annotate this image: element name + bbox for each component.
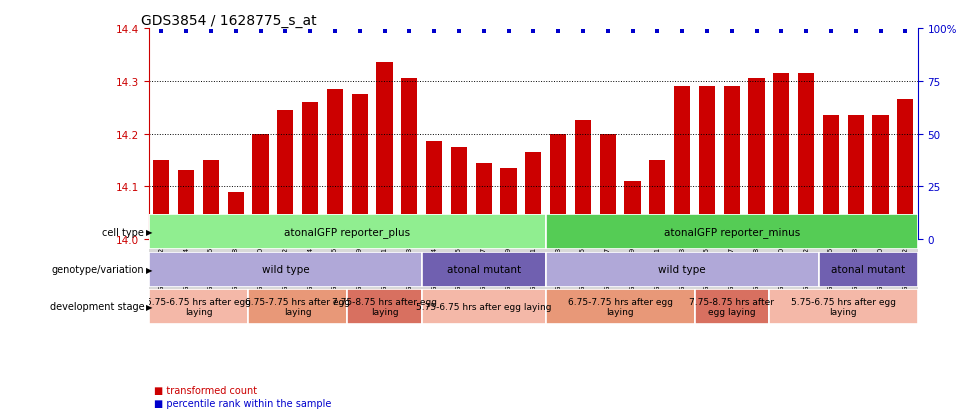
Point bbox=[402, 28, 417, 35]
Point bbox=[873, 28, 888, 35]
Bar bbox=[422, 289, 546, 324]
Point bbox=[501, 28, 516, 35]
Point bbox=[328, 28, 343, 35]
Bar bbox=[426, 142, 442, 240]
Text: ■ transformed count: ■ transformed count bbox=[154, 385, 257, 395]
Bar bbox=[848, 116, 864, 240]
Bar bbox=[898, 100, 913, 240]
Text: 5.75-6.75 hrs after egg
laying: 5.75-6.75 hrs after egg laying bbox=[791, 297, 896, 316]
Bar bbox=[546, 289, 695, 324]
Text: atonal mutant: atonal mutant bbox=[447, 264, 521, 275]
Bar bbox=[575, 121, 591, 240]
Bar bbox=[550, 134, 566, 240]
Point bbox=[625, 28, 640, 35]
Text: atonalGFP reporter_minus: atonalGFP reporter_minus bbox=[664, 227, 800, 238]
Text: wild type: wild type bbox=[658, 264, 706, 275]
Point bbox=[179, 28, 194, 35]
Bar bbox=[625, 182, 641, 240]
Point bbox=[749, 28, 764, 35]
Text: ▶: ▶ bbox=[146, 228, 153, 237]
Point bbox=[675, 28, 690, 35]
Point bbox=[774, 28, 789, 35]
Point bbox=[476, 28, 491, 35]
Text: 7.75-8.75 hrs after egg
laying: 7.75-8.75 hrs after egg laying bbox=[333, 297, 437, 316]
Bar bbox=[699, 87, 715, 240]
Bar bbox=[749, 79, 765, 240]
Point bbox=[526, 28, 541, 35]
Bar bbox=[347, 289, 422, 324]
Text: GDS3854 / 1628775_s_at: GDS3854 / 1628775_s_at bbox=[141, 14, 317, 28]
Bar bbox=[769, 289, 918, 324]
Text: 7.75-8.75 hrs after
egg laying: 7.75-8.75 hrs after egg laying bbox=[689, 297, 775, 316]
Point bbox=[228, 28, 243, 35]
Bar bbox=[327, 90, 343, 240]
Bar bbox=[377, 63, 393, 240]
Text: 6.75-7.75 hrs after egg
laying: 6.75-7.75 hrs after egg laying bbox=[568, 297, 673, 316]
Bar bbox=[600, 134, 616, 240]
Bar bbox=[149, 289, 248, 324]
Text: cell type: cell type bbox=[102, 227, 144, 237]
Bar bbox=[823, 116, 839, 240]
Text: 5.75-6.75 hrs after egg laying: 5.75-6.75 hrs after egg laying bbox=[416, 302, 552, 311]
Text: 6.75-7.75 hrs after egg
laying: 6.75-7.75 hrs after egg laying bbox=[245, 297, 350, 316]
Point bbox=[452, 28, 467, 35]
Bar bbox=[253, 134, 269, 240]
Bar bbox=[526, 153, 541, 240]
Point bbox=[824, 28, 839, 35]
Point bbox=[427, 28, 442, 35]
Text: development stage: development stage bbox=[50, 301, 144, 312]
Point bbox=[576, 28, 591, 35]
Text: atonal mutant: atonal mutant bbox=[831, 264, 905, 275]
Bar bbox=[695, 289, 769, 324]
Bar bbox=[774, 74, 789, 240]
Text: ▶: ▶ bbox=[146, 302, 153, 311]
Bar bbox=[203, 161, 219, 240]
Bar bbox=[546, 252, 819, 287]
Bar bbox=[228, 192, 244, 240]
Text: genotype/variation: genotype/variation bbox=[52, 264, 144, 275]
Bar bbox=[178, 171, 194, 240]
Bar bbox=[798, 74, 814, 240]
Point bbox=[898, 28, 913, 35]
Bar bbox=[149, 215, 546, 250]
Point bbox=[204, 28, 219, 35]
Bar bbox=[546, 215, 918, 250]
Text: ■ percentile rank within the sample: ■ percentile rank within the sample bbox=[154, 398, 332, 408]
Point bbox=[377, 28, 392, 35]
Point bbox=[724, 28, 739, 35]
Bar bbox=[422, 252, 546, 287]
Point bbox=[600, 28, 615, 35]
Text: ▶: ▶ bbox=[146, 265, 153, 274]
Point bbox=[303, 28, 318, 35]
Bar bbox=[724, 87, 740, 240]
Bar bbox=[352, 95, 368, 240]
Bar bbox=[248, 289, 347, 324]
Point bbox=[253, 28, 268, 35]
Point bbox=[352, 28, 367, 35]
Bar bbox=[476, 163, 492, 240]
Bar bbox=[278, 111, 293, 240]
Point bbox=[278, 28, 293, 35]
Text: 5.75-6.75 hrs after egg
laying: 5.75-6.75 hrs after egg laying bbox=[146, 297, 251, 316]
Bar bbox=[873, 116, 889, 240]
Point bbox=[799, 28, 814, 35]
Text: wild type: wild type bbox=[261, 264, 309, 275]
Bar bbox=[674, 87, 690, 240]
Point bbox=[154, 28, 169, 35]
Bar bbox=[451, 147, 467, 240]
Bar bbox=[819, 252, 918, 287]
Bar bbox=[650, 161, 665, 240]
Point bbox=[551, 28, 566, 35]
Bar bbox=[149, 252, 422, 287]
Bar bbox=[402, 79, 417, 240]
Text: atonalGFP reporter_plus: atonalGFP reporter_plus bbox=[284, 227, 410, 238]
Point bbox=[700, 28, 715, 35]
Point bbox=[848, 28, 863, 35]
Bar bbox=[501, 169, 517, 240]
Bar bbox=[154, 161, 169, 240]
Point bbox=[650, 28, 665, 35]
Bar bbox=[302, 103, 318, 240]
